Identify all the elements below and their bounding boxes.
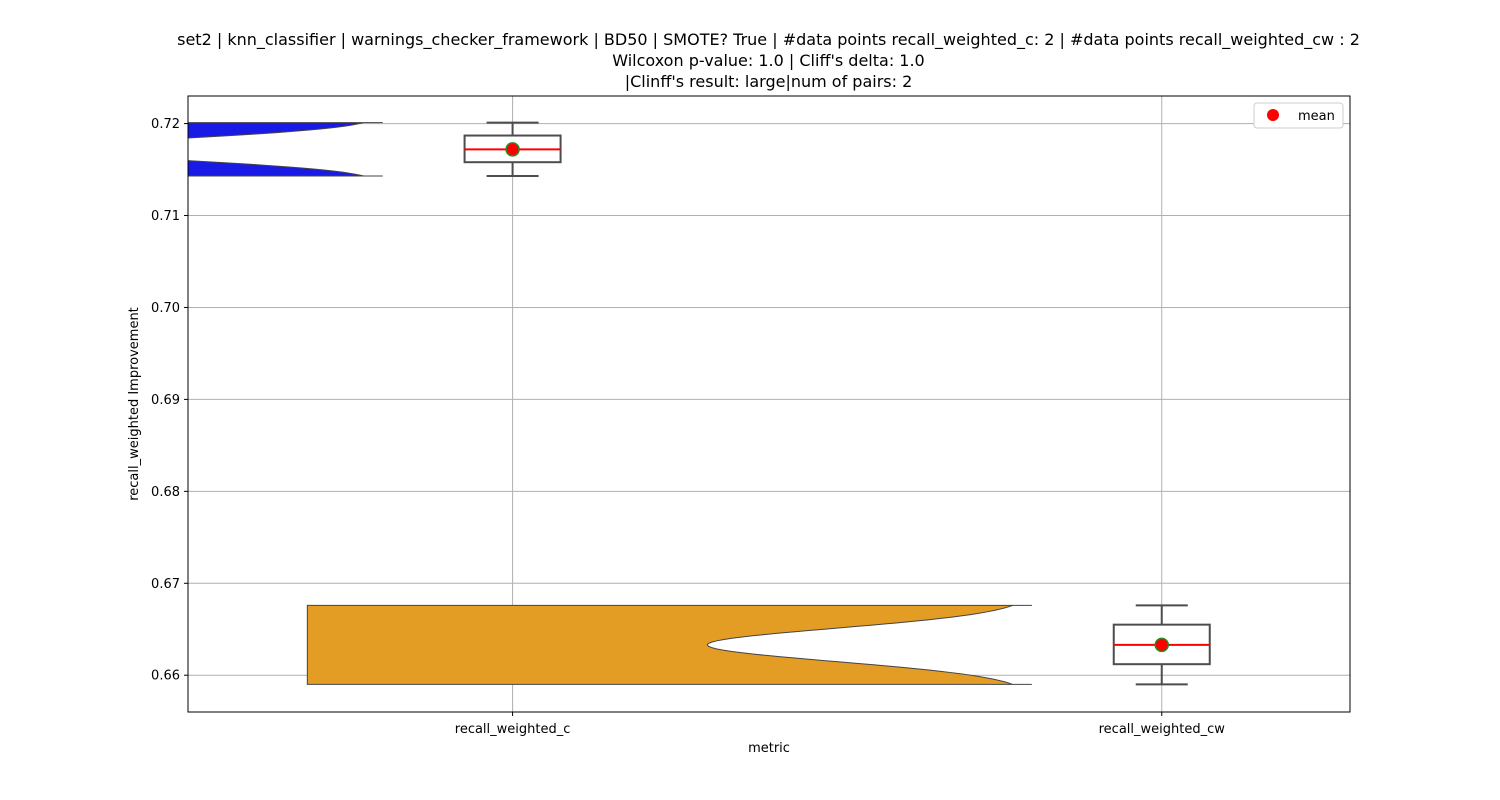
mean-marker (505, 142, 520, 157)
y-tick-label: 0.67 (151, 577, 180, 592)
x-tick-label: recall_weighted_c (455, 722, 571, 737)
x-axis-ticks: recall_weighted_c recall_weighted_cw (455, 712, 1225, 737)
legend: mean (1253, 102, 1344, 129)
violin-recall_weighted_cw (306, 604, 1032, 685)
mean-marker (1154, 637, 1169, 653)
legend-frame (1253, 102, 1344, 129)
y-tick-label: 0.68 (151, 485, 180, 500)
title-line-2: Wilcoxon p-value: 1.0 | Cliff's delta: 1… (612, 51, 925, 70)
legend-mean-marker (1267, 109, 1279, 121)
y-tick-label: 0.71 (151, 209, 180, 224)
violins (188, 122, 1032, 685)
y-tick-label: 0.69 (151, 393, 180, 408)
plot-frame (187, 95, 1351, 713)
x-tick-label: recall_weighted_cw (1099, 722, 1226, 737)
violin-recall_weighted_c (188, 122, 383, 177)
y-axis-label: recall_weighted Improvement (127, 307, 142, 501)
legend-mean-label: mean (1298, 109, 1335, 124)
y-axis-ticks: 0.66 0.67 0.68 0.69 0.70 0.71 0.72 (151, 117, 188, 684)
y-tick-label: 0.66 (151, 669, 180, 684)
x-axis-label: metric (748, 741, 790, 756)
y-tick-label: 0.72 (151, 117, 180, 132)
y-tick-label: 0.70 (151, 301, 180, 316)
title-line-1: set2 | knn_classifier | warnings_checker… (177, 30, 1360, 49)
boxplots (463, 121, 1211, 686)
title-line-3: |Clinff's result: large|num of pairs: 2 (624, 72, 913, 91)
